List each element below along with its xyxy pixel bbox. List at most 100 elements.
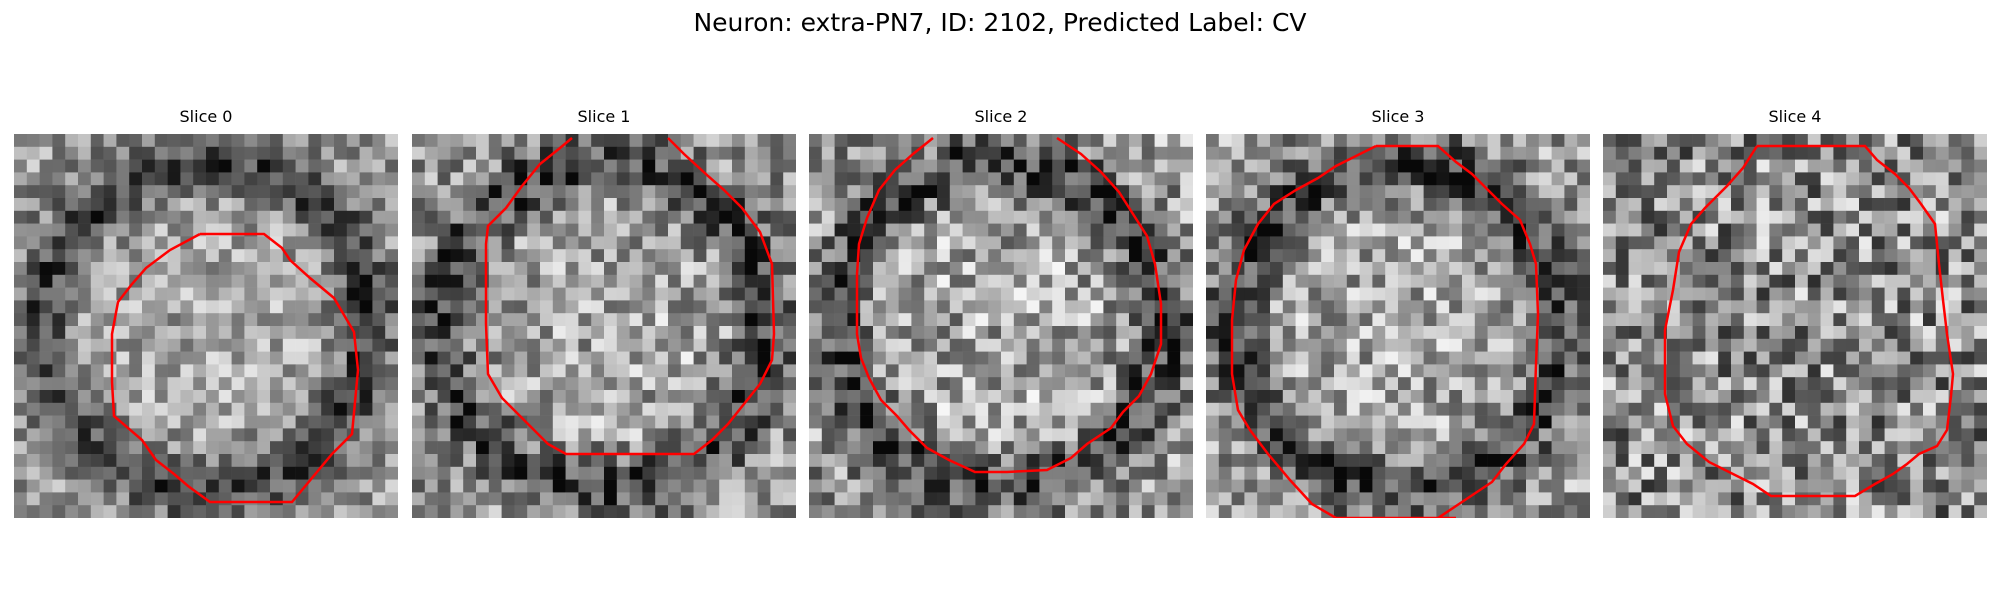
pixel [1001, 287, 1015, 301]
pixel [321, 262, 335, 276]
pixel [783, 274, 796, 288]
pixel [847, 134, 861, 148]
pixel [193, 390, 207, 404]
pixel [616, 236, 630, 250]
pixel [1718, 390, 1732, 404]
pixel [1564, 492, 1578, 506]
pixel [424, 134, 438, 148]
pixel [565, 377, 579, 391]
pixel [975, 185, 989, 199]
pixel [1487, 351, 1501, 365]
pixel [39, 402, 53, 416]
pixel [244, 262, 258, 276]
pixel [1923, 351, 1937, 365]
pixel [770, 479, 784, 493]
pixel [680, 441, 694, 455]
pixel [1206, 223, 1220, 237]
pixel [770, 326, 784, 340]
pixel [103, 390, 117, 404]
pixel [206, 262, 220, 276]
pixel [501, 479, 515, 493]
pixel [424, 262, 438, 276]
pixel [1871, 428, 1885, 442]
pixel [821, 505, 835, 518]
pixel [1141, 198, 1155, 212]
pixel [65, 210, 79, 224]
pixel [1180, 364, 1193, 378]
pixel [26, 377, 40, 391]
pixel [14, 185, 28, 199]
pixel [1538, 146, 1552, 160]
pixel [1705, 236, 1719, 250]
pixel [450, 274, 464, 288]
pixel [809, 249, 823, 263]
pixel [1603, 249, 1617, 263]
pixel [1820, 210, 1834, 224]
pixel [1103, 454, 1117, 468]
pixel [1910, 249, 1924, 263]
pixel [1871, 326, 1885, 340]
pixel [1039, 415, 1053, 429]
pixel [501, 134, 515, 148]
pixel [693, 159, 707, 173]
pixel [488, 326, 502, 340]
pixel [372, 300, 386, 314]
pixel [142, 134, 156, 148]
pixel [1884, 134, 1898, 148]
pixel [1743, 479, 1757, 493]
pixel [1667, 364, 1681, 378]
pixel [346, 390, 360, 404]
pixel [282, 338, 296, 352]
pixel [783, 326, 796, 340]
pixel [1718, 326, 1732, 340]
pixel [180, 390, 194, 404]
pixel [988, 236, 1002, 250]
pixel [308, 364, 322, 378]
pixel [975, 274, 989, 288]
pixel [821, 236, 835, 250]
pixel [1359, 505, 1373, 518]
pixel [1884, 185, 1898, 199]
pixel [847, 313, 861, 327]
pixel [90, 313, 104, 327]
pixel [1474, 287, 1488, 301]
pixel [1513, 198, 1527, 212]
pixel [949, 492, 963, 506]
pixel [412, 172, 426, 186]
pixel [1129, 326, 1143, 340]
pixel [629, 198, 643, 212]
pixel [655, 415, 669, 429]
pixel [1372, 198, 1386, 212]
pixel [488, 338, 502, 352]
pixel [1551, 441, 1565, 455]
pixel [949, 338, 963, 352]
pixel [1564, 262, 1578, 276]
pixel [282, 377, 296, 391]
pixel [206, 441, 220, 455]
pixel [911, 134, 925, 148]
pixel [1462, 326, 1476, 340]
pixel [1500, 492, 1514, 506]
pixel [65, 454, 79, 468]
pixel [1526, 454, 1540, 468]
pixel [1769, 505, 1783, 518]
pixel [1795, 454, 1809, 468]
pixel [1154, 454, 1168, 468]
pixel [1705, 326, 1719, 340]
pixel [821, 249, 835, 263]
pixel [1295, 300, 1309, 314]
pixel [1538, 159, 1552, 173]
pixel [578, 185, 592, 199]
pixel [1782, 377, 1796, 391]
pixel [372, 454, 386, 468]
pixel [1308, 159, 1322, 173]
pixel [1795, 172, 1809, 186]
pixel [244, 479, 258, 493]
pixel [757, 479, 771, 493]
pixel [604, 428, 618, 442]
pixel [437, 146, 451, 160]
pixel [1679, 300, 1693, 314]
pixel [1731, 198, 1745, 212]
pixel [834, 492, 848, 506]
pixel [604, 454, 618, 468]
